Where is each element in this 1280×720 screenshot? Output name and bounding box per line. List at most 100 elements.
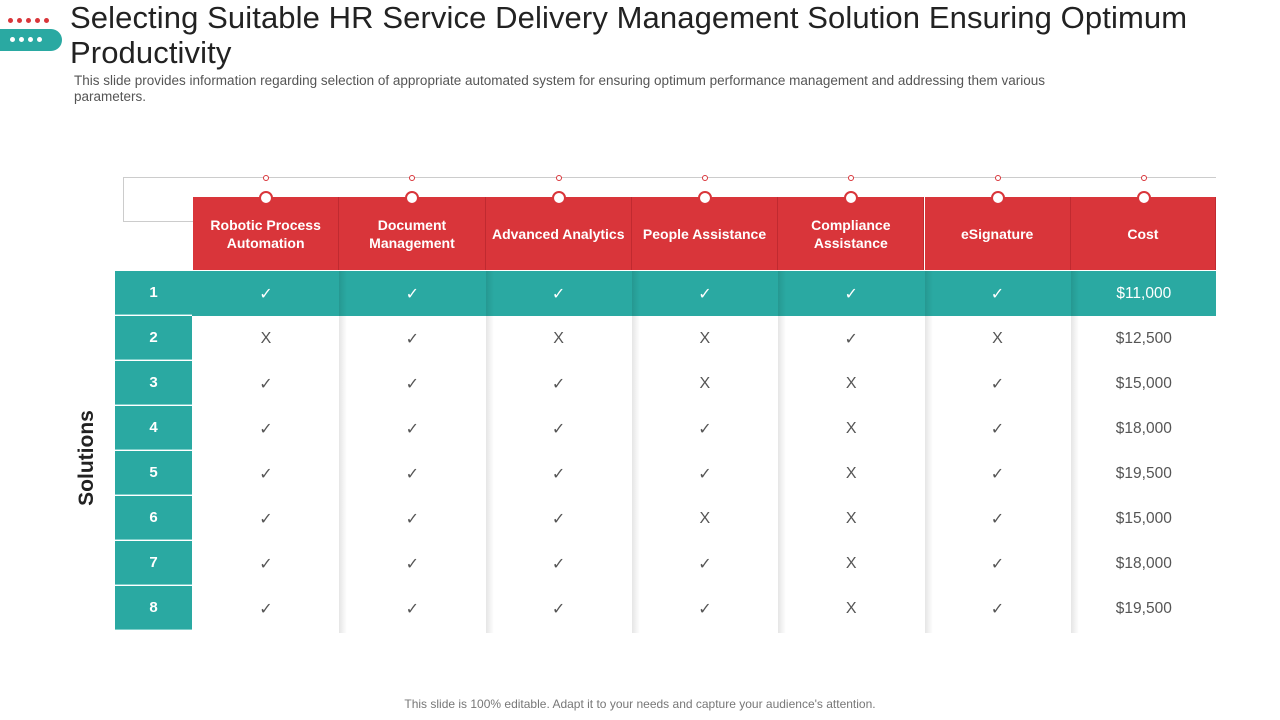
check-mark-cell: ✓ [259, 555, 273, 573]
column-header: People Assistance [631, 197, 779, 270]
cross-mark-cell: X [992, 329, 1003, 347]
check-mark-cell: ✓ [844, 285, 858, 303]
check-mark-cell: ✓ [698, 555, 712, 573]
column-marker-dot [555, 175, 562, 181]
row-number: 6 [115, 496, 192, 540]
column-divider-shadow [924, 271, 933, 633]
cost-cell: $18,000 [1115, 419, 1172, 437]
column-marker-dot [702, 175, 709, 181]
column-header: eSignature [924, 197, 1071, 270]
highlighted-row-background [192, 271, 1216, 316]
cross-mark-cell: X [699, 509, 711, 527]
cost-cell: $18,000 [1115, 554, 1172, 572]
column-marker-circle [1136, 191, 1151, 205]
cross-mark-cell: X [699, 374, 711, 392]
check-mark-cell: ✓ [698, 465, 712, 483]
cost-cell: $11,000 [1116, 284, 1172, 302]
check-mark-cell: ✓ [551, 555, 566, 573]
check-mark-cell: ✓ [405, 510, 419, 528]
check-mark-cell: ✓ [990, 420, 1005, 438]
row-number: 3 [115, 361, 192, 405]
check-mark-cell: ✓ [990, 285, 1005, 303]
row-number: 7 [115, 541, 192, 585]
cost-cell: $12,500 [1115, 329, 1172, 347]
logo [0, 0, 64, 56]
cross-mark-cell: X [845, 374, 857, 392]
check-mark-cell: ✓ [698, 285, 712, 303]
check-mark-cell: ✓ [698, 600, 712, 618]
check-mark-cell: ✓ [551, 600, 566, 618]
cross-mark-cell: X [553, 329, 564, 347]
check-mark-cell: ✓ [551, 420, 566, 438]
row-axis-label: Solutions [75, 410, 98, 506]
cross-mark-cell: X [845, 599, 857, 617]
footer-note: This slide is 100% editable. Adapt it to… [404, 697, 876, 711]
column-marker-circle [844, 191, 859, 205]
cost-cell: $19,500 [1115, 464, 1172, 482]
check-mark-cell: ✓ [990, 555, 1005, 573]
column-marker-circle [698, 191, 713, 205]
check-mark-cell: ✓ [259, 285, 273, 303]
logo-dots [8, 10, 53, 28]
column-header: Compliance Assistance [778, 197, 925, 270]
check-mark-cell: ✓ [405, 420, 419, 438]
column-marker-circle [259, 191, 274, 205]
column-divider-shadow [485, 271, 494, 633]
check-mark-cell: ✓ [259, 375, 273, 393]
column-header: Document Management [339, 197, 486, 270]
check-mark-cell: ✓ [698, 420, 712, 438]
check-mark-cell: ✓ [990, 510, 1005, 528]
row-number: 4 [115, 406, 192, 450]
page-title: Selecting Suitable HR Service Delivery M… [70, 0, 1188, 70]
column-divider-shadow [339, 271, 348, 633]
column-marker-circle [551, 191, 566, 205]
column-marker-dot [994, 175, 1001, 181]
column-divider-shadow [1070, 271, 1079, 633]
column-marker-circle [990, 191, 1005, 205]
check-mark-cell: ✓ [405, 330, 419, 348]
column-header: Cost [1070, 197, 1216, 270]
check-mark-cell: ✓ [405, 555, 419, 573]
check-mark-cell: ✓ [990, 600, 1005, 618]
check-mark-cell: ✓ [405, 285, 419, 303]
check-mark-cell: ✓ [551, 510, 566, 528]
cost-cell: $15,000 [1115, 509, 1172, 527]
column-marker-dot [1140, 175, 1147, 181]
header-bracket-line-bottom [123, 221, 193, 222]
cost-cell: $19,500 [1115, 599, 1172, 617]
column-header: Robotic Process Automation [193, 197, 340, 270]
check-mark-cell: ✓ [990, 465, 1005, 483]
row-number: 1 [115, 271, 192, 315]
column-marker-circle [405, 191, 420, 205]
cross-mark-cell: X [845, 554, 857, 572]
check-mark-cell: ✓ [405, 465, 419, 483]
column-divider-shadow [631, 271, 640, 633]
cross-mark-cell: X [699, 329, 711, 347]
row-number: 2 [115, 316, 192, 360]
row-number: 5 [115, 451, 192, 495]
check-mark-cell: ✓ [405, 600, 419, 618]
cost-cell: $15,000 [1115, 374, 1172, 392]
check-mark-cell: ✓ [259, 510, 273, 528]
check-mark-cell: ✓ [551, 375, 566, 393]
check-mark-cell: ✓ [259, 420, 273, 438]
cross-mark-cell: X [260, 329, 272, 347]
logo-pill [0, 29, 62, 51]
check-mark-cell: ✓ [844, 330, 858, 348]
check-mark-cell: ✓ [259, 465, 273, 483]
cross-mark-cell: X [845, 419, 857, 437]
column-marker-dot [409, 175, 416, 181]
column-marker-dot [263, 175, 270, 181]
row-number: 8 [115, 586, 192, 630]
column-marker-dot [848, 175, 855, 181]
cross-mark-cell: X [845, 464, 857, 482]
check-mark-cell: ✓ [259, 600, 273, 618]
check-mark-cell: ✓ [405, 375, 419, 393]
check-mark-cell: ✓ [551, 285, 566, 303]
cross-mark-cell: X [845, 509, 857, 527]
page-subtitle: This slide provides information regardin… [74, 73, 1046, 104]
check-mark-cell: ✓ [990, 375, 1005, 393]
check-mark-cell: ✓ [551, 465, 566, 483]
header-bracket-line [123, 177, 1216, 222]
column-header: Advanced Analytics [485, 197, 632, 270]
